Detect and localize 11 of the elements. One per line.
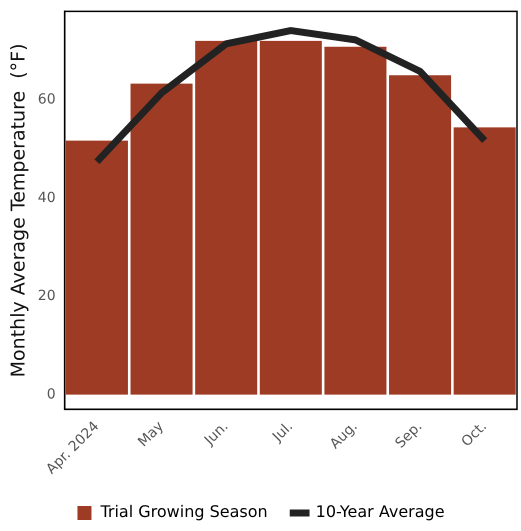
y-axis-title: Monthly Average Temperature (°F) xyxy=(7,43,30,378)
x-tick-label: Jun. xyxy=(200,418,232,450)
y-tick-label: 40 xyxy=(38,190,56,206)
x-tick-label: Jul. xyxy=(269,418,296,446)
legend-label: 10-Year Average xyxy=(316,502,445,522)
y-tick-label: 20 xyxy=(38,288,56,304)
y-tick-label: 60 xyxy=(38,91,56,108)
y-tick-label: 0 xyxy=(46,386,56,402)
legend-label: Trial Growing Season xyxy=(99,502,268,522)
x-tick-label: Sep. xyxy=(392,418,426,452)
x-tick-label: Oct. xyxy=(458,418,490,450)
